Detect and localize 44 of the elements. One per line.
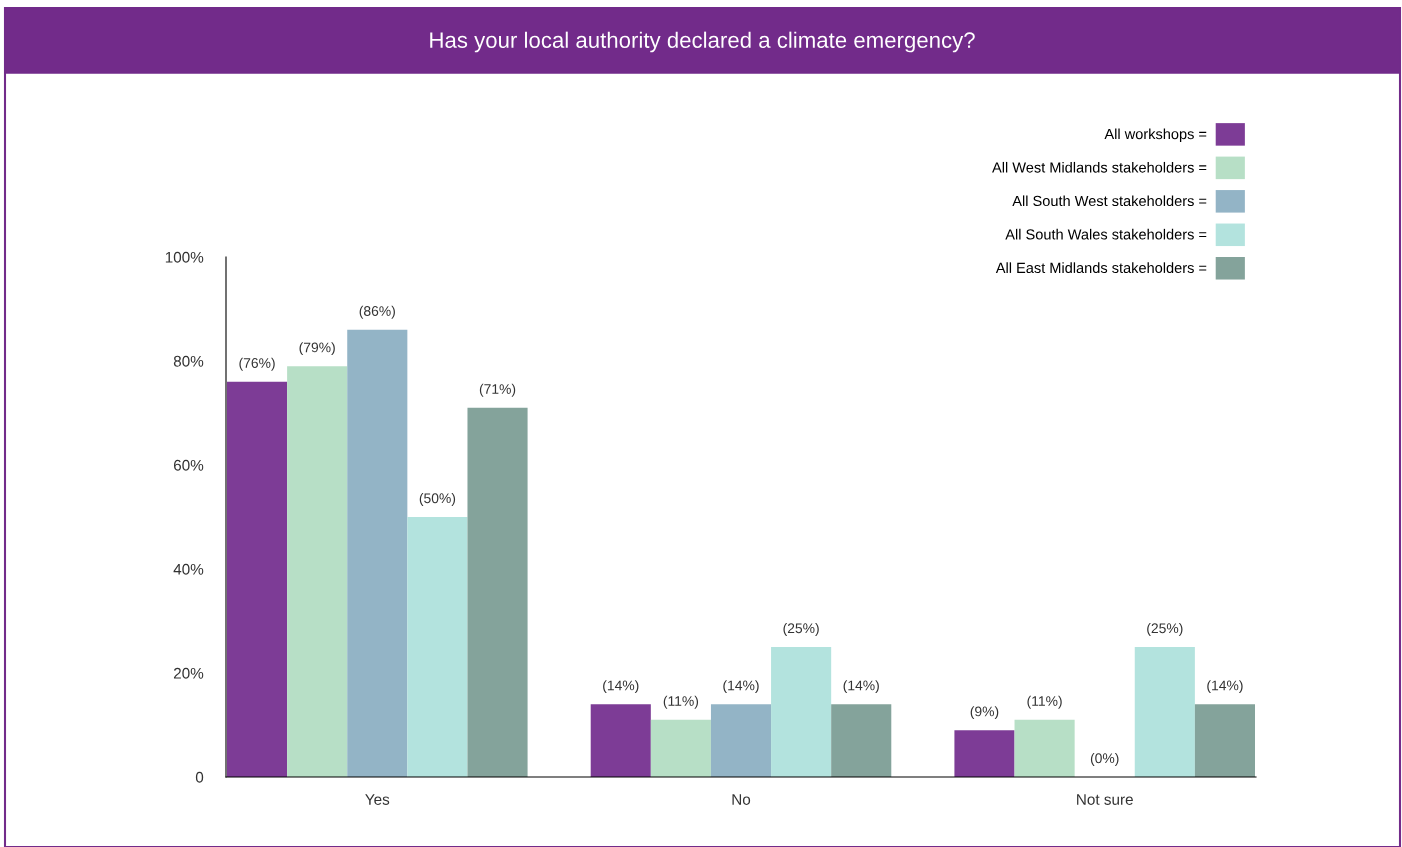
legend-label: All South Wales stakeholders = (1005, 228, 1207, 240)
legend-label: All East Midlands stakeholders = (995, 262, 1207, 274)
bar (227, 381, 288, 777)
x-tick-label: No (732, 794, 751, 805)
bar (1014, 719, 1075, 777)
bar (590, 704, 651, 777)
data-label: (9%) (970, 706, 999, 720)
bar (1134, 647, 1195, 777)
bar (287, 366, 348, 777)
data-label: (25%) (1147, 622, 1183, 636)
data-label: (71%) (479, 383, 516, 397)
data-label: (86%) (359, 305, 395, 319)
bar (407, 517, 468, 777)
data-label: (14%) (723, 680, 759, 694)
bar (771, 647, 832, 777)
data-label: (11%) (1027, 695, 1062, 709)
data-label: (11%) (663, 695, 699, 709)
data-label: (14%) (603, 680, 639, 694)
y-tick-label: 80% (173, 355, 204, 367)
data-label: (0%) (1090, 752, 1119, 766)
bar (1194, 704, 1255, 777)
y-tick-label: 100% (165, 251, 204, 263)
y-tick-label: 60% (173, 459, 204, 471)
legend-label: All workshops = (1104, 128, 1207, 143)
x-tick-label: Not sure (1077, 794, 1133, 805)
bar (467, 407, 528, 777)
chart-title: Has your local authority declared a climate emergency? (430, 31, 975, 53)
bar (650, 719, 711, 777)
x-tick-label: Yes (365, 794, 390, 805)
y-tick-label: 20% (173, 667, 204, 679)
y-tick-label: 0 (195, 771, 204, 783)
bar (710, 704, 772, 777)
data-label: (14%) (1207, 680, 1243, 694)
data-label: (50%) (419, 492, 456, 506)
bar (347, 329, 408, 777)
data-label: (79%) (299, 342, 335, 356)
legend-label: All South West stakeholders = (1012, 195, 1207, 207)
bar (954, 730, 1015, 777)
data-label: (76%) (239, 357, 275, 371)
legend-label: All West Midlands stakeholders = (992, 161, 1207, 173)
y-tick-label: 40% (173, 563, 204, 575)
data-label: (14%) (843, 680, 879, 694)
bar (831, 704, 892, 777)
data-label: (25%) (783, 622, 819, 636)
